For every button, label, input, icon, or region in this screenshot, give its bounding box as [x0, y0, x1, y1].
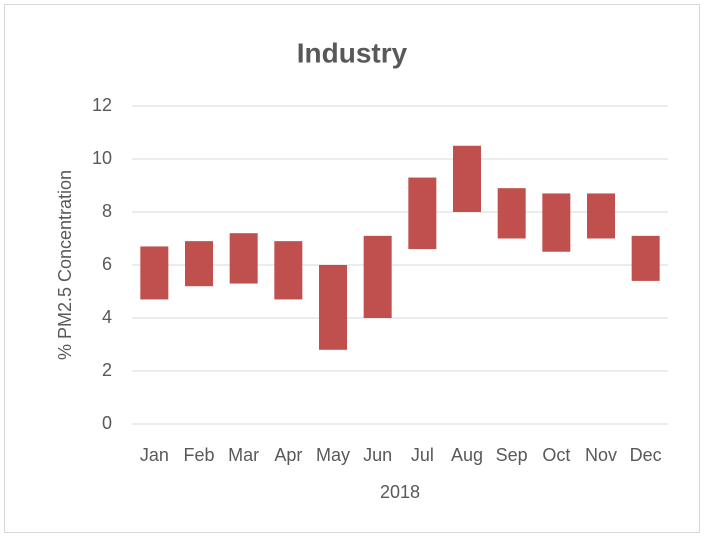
x-tick-label: Dec	[630, 445, 662, 465]
y-tick-label: 2	[102, 360, 112, 380]
y-tick-label: 0	[102, 413, 112, 433]
chart-border	[4, 4, 700, 533]
x-tick-label: Jan	[140, 445, 169, 465]
y-tick-label: 6	[102, 254, 112, 274]
chart-title: Industry	[297, 37, 408, 68]
bar	[229, 233, 258, 284]
x-tick-label: Jul	[411, 445, 434, 465]
bar	[587, 193, 615, 239]
y-tick-label: 10	[92, 148, 112, 168]
bar	[542, 193, 571, 252]
x-tick-label: Oct	[542, 445, 570, 465]
y-tick-label: 8	[102, 201, 112, 221]
bar	[631, 235, 660, 281]
bar	[185, 241, 213, 287]
x-tick-label: May	[316, 445, 350, 465]
bar	[453, 145, 481, 212]
bar	[363, 235, 392, 318]
y-tick-label: 12	[92, 95, 112, 115]
bar	[140, 246, 169, 300]
x-tick-label: Aug	[451, 445, 483, 465]
x-tick-label: Mar	[228, 445, 259, 465]
bar	[497, 188, 526, 239]
x-tick-label: Jun	[363, 445, 392, 465]
bar	[408, 177, 437, 250]
y-tick-label: 4	[102, 307, 112, 327]
x-tick-label: Apr	[274, 445, 302, 465]
x-axis-title: 2018	[380, 482, 420, 502]
x-tick-label: Feb	[183, 445, 214, 465]
x-tick-label: Nov	[585, 445, 617, 465]
bar	[274, 241, 303, 300]
y-axis-title: % PM2.5 Concentration	[55, 170, 75, 360]
x-tick-label: Sep	[496, 445, 528, 465]
bar	[319, 265, 347, 350]
